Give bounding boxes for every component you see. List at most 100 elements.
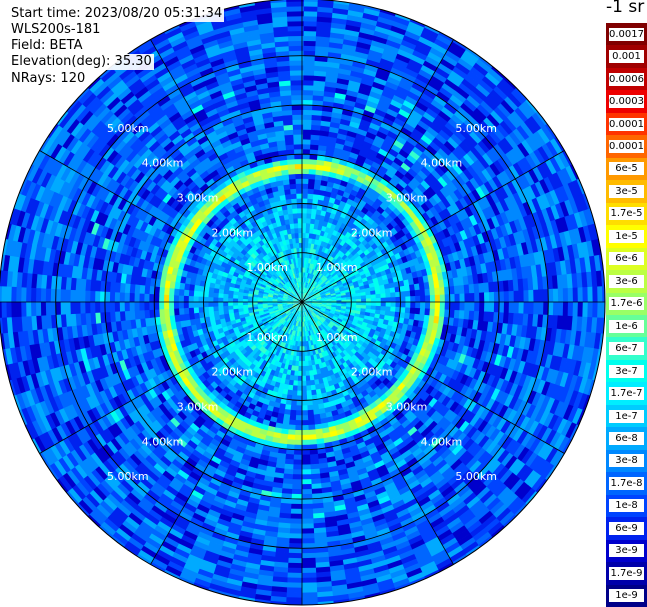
range-gate-bin xyxy=(321,306,327,309)
range-gate-bin xyxy=(411,82,427,94)
range-gate-bin xyxy=(370,298,377,303)
range-gate-bin xyxy=(302,212,308,219)
range-gate-bin xyxy=(319,184,328,192)
range-gate-bin xyxy=(363,284,370,290)
range-gate-bin xyxy=(306,297,312,301)
range-gate-bin xyxy=(562,302,569,318)
range-gate-bin xyxy=(379,288,386,295)
range-gate-bin xyxy=(517,278,524,292)
range-gate-bin xyxy=(343,104,356,112)
range-gate-bin xyxy=(441,356,450,368)
range-gate-bin xyxy=(485,133,499,149)
range-gate-bin xyxy=(310,285,314,291)
range-gate-bin xyxy=(314,249,320,256)
range-gate-bin xyxy=(463,98,479,113)
range-gate-bin xyxy=(407,180,418,192)
range-gate-bin xyxy=(300,498,313,505)
range-gate-bin xyxy=(490,388,501,402)
range-gate-bin xyxy=(400,268,408,276)
range-gate-bin xyxy=(304,293,309,298)
range-gate-bin xyxy=(422,148,435,160)
range-gate-bin xyxy=(361,114,374,123)
range-gate-bin xyxy=(516,243,525,258)
range-gate-bin xyxy=(310,213,317,220)
range-gate-bin xyxy=(513,290,520,304)
range-gate-bin xyxy=(419,308,426,316)
range-gate-bin xyxy=(377,276,384,283)
range-gate-bin xyxy=(462,319,469,330)
range-gate-bin xyxy=(455,144,468,158)
range-gate-bin xyxy=(414,45,432,57)
range-gate-bin xyxy=(425,209,436,220)
range-gate-bin xyxy=(433,280,440,289)
range-gate-bin xyxy=(359,82,374,92)
range-gate-bin xyxy=(458,310,465,320)
range-gate-bin xyxy=(295,400,302,406)
range-gate-bin xyxy=(535,365,546,382)
range-gate-bin xyxy=(317,278,323,284)
range-gate-bin xyxy=(436,355,445,366)
range-gate-bin xyxy=(457,185,469,199)
range-gate-bin xyxy=(326,181,335,188)
range-gate-bin xyxy=(434,287,441,296)
range-gate-bin xyxy=(461,267,468,278)
range-gate-bin xyxy=(318,194,326,201)
range-gate-bin xyxy=(391,20,410,32)
range-gate-bin xyxy=(468,214,479,227)
range-gate-bin xyxy=(310,274,315,280)
range-gate-bin xyxy=(521,361,531,377)
range-gate-bin xyxy=(428,243,437,254)
range-gate-bin xyxy=(421,212,431,223)
range-gate-bin xyxy=(302,178,310,184)
range-gate-bin xyxy=(341,320,348,325)
range-gate-bin xyxy=(385,297,392,303)
range-gate-bin xyxy=(322,100,335,108)
range-gate-bin xyxy=(543,289,549,304)
range-gate-bin xyxy=(320,210,327,217)
range-gate-bin xyxy=(306,277,309,283)
range-gate-bin xyxy=(346,299,352,303)
range-gate-bin xyxy=(563,230,573,248)
range-gate-bin xyxy=(333,314,340,319)
range-gate-bin xyxy=(572,391,584,410)
range-gate-bin xyxy=(377,99,392,109)
range-gate-bin xyxy=(311,304,317,306)
range-gate-bin xyxy=(424,199,435,211)
range-gate-bin xyxy=(349,172,359,181)
range-gate-bin xyxy=(408,278,415,286)
range-gate-bin xyxy=(379,314,386,320)
range-gate-bin xyxy=(347,279,354,285)
range-gate-bin xyxy=(406,272,414,281)
range-gate-bin xyxy=(289,508,302,515)
range-gate-bin xyxy=(346,89,360,98)
range-gate-bin xyxy=(494,237,503,251)
range-gate-bin xyxy=(439,347,448,358)
range-gate-bin xyxy=(412,277,420,285)
range-gate-bin xyxy=(496,82,513,98)
range-gate-bin xyxy=(286,557,302,564)
range-gate-bin xyxy=(444,309,450,319)
range-gate-bin xyxy=(507,279,514,293)
range-gate-bin xyxy=(527,213,538,229)
range-gate-bin xyxy=(311,303,318,305)
range-gate-bin xyxy=(412,235,422,245)
range-gate-bin xyxy=(577,302,584,319)
range-gate-bin xyxy=(460,219,470,231)
range-gate-bin xyxy=(461,345,469,357)
range-gate-bin xyxy=(317,250,322,257)
range-gate-bin xyxy=(432,71,449,84)
range-gate-bin xyxy=(417,183,428,194)
range-gate-bin xyxy=(452,66,469,80)
range-gate-bin xyxy=(297,375,302,382)
range-gate-bin xyxy=(472,200,483,214)
range-gate-bin xyxy=(348,79,363,89)
range-gate-bin xyxy=(387,277,395,285)
range-gate-bin xyxy=(388,315,395,323)
range-gate-bin xyxy=(365,58,382,69)
range-gate-bin xyxy=(458,141,472,155)
range-gate-bin xyxy=(400,126,414,138)
range-gate-bin xyxy=(393,117,407,128)
range-gate-bin xyxy=(516,400,528,416)
range-gate-bin xyxy=(544,397,556,414)
range-gate-bin xyxy=(301,449,310,456)
